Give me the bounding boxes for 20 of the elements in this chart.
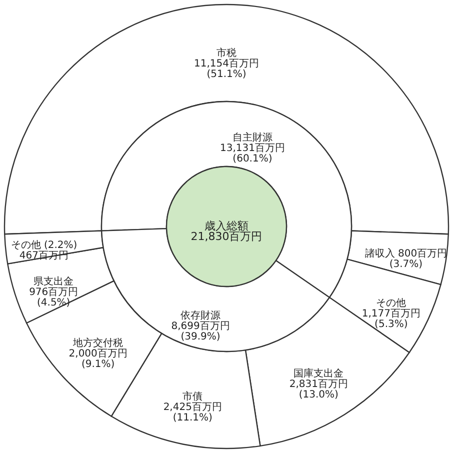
data-label: 21,830百万円 (190, 230, 262, 243)
slice-label: 依存財源 (180, 309, 221, 322)
slice-label: 自主財源 (232, 132, 272, 144)
slice-label: その他 (376, 296, 406, 309)
data-label: 11,154百万円 (51.1%) (194, 58, 259, 80)
slice-label: 市債 (182, 390, 203, 403)
data-label: 2,425百万円 (11.1%) (163, 402, 222, 424)
data-label: 2,000百万円 (9.1%) (68, 348, 128, 370)
slice-label: 諸収入 800百万円 (3.7%) (364, 248, 448, 270)
data-label: 976百万円 (4.5%) (29, 287, 78, 309)
slice-label: 地方交付税 (72, 337, 124, 350)
data-label: 2,831百万円 (13.0%) (289, 379, 348, 400)
category-label: その他 (2.2%) (10, 240, 78, 252)
data-label: 1,177百万円 (5.3%) (362, 308, 420, 330)
slice-label: 歳入総額 (204, 220, 248, 232)
slice-label: 国庫支出金 (294, 368, 344, 380)
slice-label: 県支出金 (34, 276, 74, 288)
data-label: 13,131百万円 (60.1%) (220, 143, 285, 165)
data-label: 8,699百万円 (39.9%) (171, 320, 230, 342)
slice-label: 市税 (216, 47, 236, 59)
